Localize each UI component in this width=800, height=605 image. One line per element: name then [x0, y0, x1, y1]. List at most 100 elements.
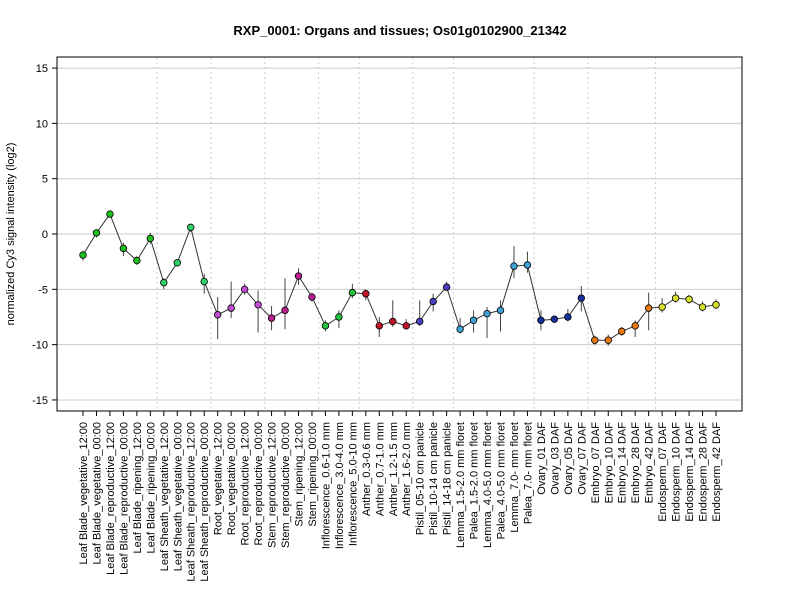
data-point: [133, 256, 141, 265]
x-tick-label: Inflorescence_5.0-10 mm: [347, 422, 359, 546]
data-point: [604, 336, 612, 344]
data-point: [644, 304, 653, 312]
x-tick-label: Leaf Sheath_reproductive_12:00: [186, 422, 198, 582]
x-tick-label: Endosperm_07 DAF: [657, 422, 669, 522]
data-point: [294, 272, 303, 280]
data-point: [281, 306, 289, 315]
data-point: [267, 314, 276, 322]
data-point: [442, 283, 451, 291]
x-tick-label: Embryo_28 DAF: [630, 422, 642, 504]
data-point: [335, 313, 343, 321]
x-tick-label: Lemma_7.0- mm floret: [509, 422, 521, 533]
data-point: [591, 336, 599, 344]
data-point: [227, 304, 235, 312]
x-tick-label: Anther_1.6-2.0 mm: [401, 422, 413, 516]
x-tick-label: Ovary_05 DAF: [563, 422, 575, 495]
x-tick-label: Leaf Sheath_vegetative_00:00: [172, 422, 184, 571]
data-point: [308, 293, 316, 301]
data-point: [375, 322, 383, 330]
x-tick-label: Pistil_14-18 cm panicle: [442, 422, 454, 535]
x-tick-label: Ovary_03 DAF: [549, 422, 561, 495]
chart-title: RXP_0001: Organs and tissues; Os01g01029…: [233, 23, 566, 38]
x-tick-label: Embryo_14 DAF: [617, 422, 629, 504]
y-tick-label: -5: [38, 284, 48, 296]
y-tick-label: 10: [36, 118, 48, 130]
x-tick-label: Anther_0.3-0.6 mm: [361, 422, 373, 516]
y-tick-label: 15: [36, 63, 48, 75]
x-tick-label: Leaf Blade_vegetative_00:00: [91, 422, 103, 565]
data-point: [240, 285, 249, 294]
x-tick-label: Root_reproductive_00:00: [253, 422, 265, 546]
x-tick-label: Palea_7.0- mm floret: [522, 422, 534, 524]
y-tick-label: 5: [42, 174, 48, 186]
x-tick-label: Stem_reproductive_12:00: [267, 422, 279, 548]
x-tick-label: Stem_ripening_00:00: [307, 422, 319, 527]
data-point: [213, 311, 222, 319]
data-point: [187, 223, 195, 232]
x-tick-label: Lemma_1.5-2.0 mm floret: [455, 422, 467, 548]
y-tick-label: -15: [32, 395, 48, 407]
data-point: [523, 261, 532, 269]
x-tick-label: Pistil_05-10 cm panicle: [415, 422, 427, 535]
x-tick-label: Leaf Blade_ripening_12:00: [132, 422, 144, 554]
data-point: [712, 301, 720, 309]
x-tick-label: Stem_reproductive_00:00: [280, 422, 292, 548]
x-tick-label: Leaf Sheath_reproductive_00:00: [199, 422, 211, 582]
data-point: [429, 297, 437, 306]
x-tick-label: Anther_1.2-1.5 mm: [388, 422, 400, 516]
data-point: [550, 315, 559, 323]
data-point: [146, 234, 155, 243]
data-point: [658, 303, 666, 311]
data-point: [254, 301, 262, 309]
data-point: [362, 290, 370, 298]
x-tick-label: Leaf Blade_reproductive_12:00: [105, 422, 117, 575]
data-point: [577, 294, 586, 302]
data-point: [348, 288, 357, 297]
x-tick-label: Ovary_01 DAF: [536, 422, 548, 495]
x-tick-label: Leaf Blade_reproductive_00:00: [118, 422, 130, 575]
x-tick-label: Endosperm_10 DAF: [671, 422, 683, 522]
data-point: [119, 244, 128, 253]
x-tick-label: Leaf Blade_ripening_00:00: [145, 422, 157, 554]
data-point: [456, 325, 464, 333]
x-tick-label: Root_vegetative_12:00: [213, 422, 225, 535]
data-point: [416, 317, 424, 326]
data-point: [106, 210, 114, 218]
data-point: [402, 322, 410, 330]
data-point: [469, 316, 478, 324]
data-point: [496, 306, 505, 315]
data-point: [173, 259, 181, 267]
data-point: [200, 277, 208, 286]
data-point: [685, 295, 693, 303]
x-tick-label: Ovary_07 DAF: [576, 422, 588, 495]
x-tick-label: Embryo_07 DAF: [590, 422, 602, 504]
x-tick-label: Embryo_42 DAF: [644, 422, 656, 504]
x-tick-label: Endosperm_14 DAF: [684, 422, 696, 522]
x-tick-label: Root_vegetative_00:00: [226, 422, 238, 535]
x-tick-label: Stem_ripening_12:00: [293, 422, 305, 527]
data-point: [160, 278, 168, 287]
data-point: [564, 313, 572, 321]
data-point: [483, 309, 491, 318]
y-axis-label: normalized Cy3 signal intensity (log2): [5, 143, 17, 326]
x-tick-label: Leaf Sheath_vegetative_12:00: [159, 422, 171, 571]
x-tick-label: Leaf Blade_vegetative_12:00: [78, 422, 90, 565]
data-point: [698, 303, 707, 311]
x-tick-label: Lemma_4.0-5.0 mm floret: [482, 422, 494, 548]
data-point: [389, 317, 397, 326]
data-point: [671, 294, 680, 302]
y-tick-label: -10: [32, 340, 48, 352]
data-point: [510, 262, 518, 270]
x-tick-label: Endosperm_42 DAF: [711, 422, 723, 522]
data-point: [537, 316, 545, 324]
x-tick-label: Pistil_10-14 cm panicle: [428, 422, 440, 535]
x-tick-label: Palea_1.5-2.0 mm floret: [469, 422, 481, 539]
x-tick-label: Inflorescence_3.0-4.0 mm: [334, 422, 346, 549]
x-tick-label: Inflorescence_0.6-1.0 mm: [320, 422, 332, 549]
x-tick-label: Root_reproductive_12:00: [240, 422, 252, 546]
data-point: [618, 327, 626, 336]
data-point: [631, 322, 639, 330]
data-point: [92, 229, 101, 237]
